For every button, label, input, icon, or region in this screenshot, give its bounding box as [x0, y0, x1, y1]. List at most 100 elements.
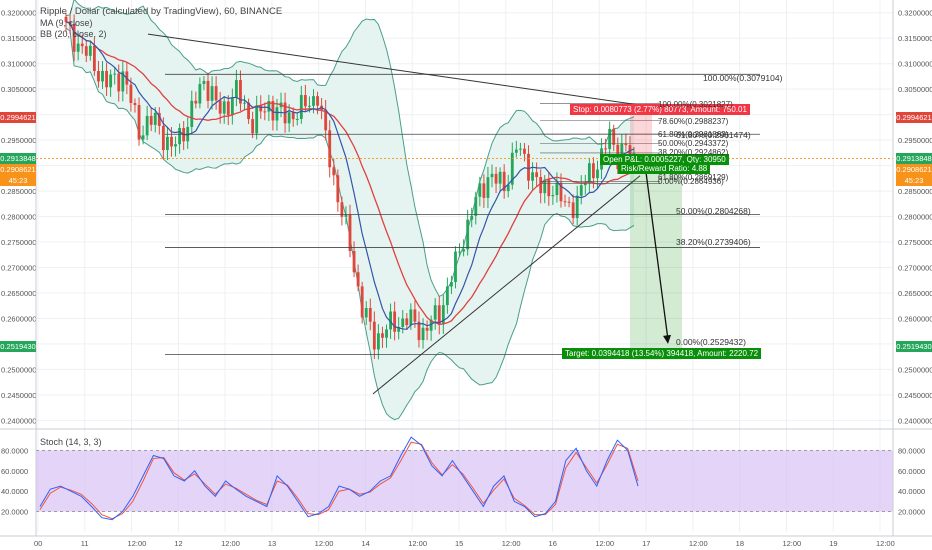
x-tick-label: 19	[829, 539, 837, 548]
candle-body	[437, 305, 441, 325]
candle-body	[348, 214, 352, 252]
candle-body	[145, 115, 149, 136]
candle-body	[583, 183, 587, 186]
candle-body	[190, 100, 194, 127]
candle-body	[295, 118, 299, 120]
candle-body	[368, 308, 372, 322]
x-tick-label: 12:00	[502, 539, 521, 548]
y-tick-label-right: 0.2700000	[898, 264, 932, 273]
stoch-k-line	[39, 436, 639, 521]
candle-body	[105, 70, 108, 88]
stoch-y-tick-right: 60.0000	[898, 467, 925, 476]
target-label[interactable]: Target: 0.0394418 (13.54%) 394418, Amoun…	[562, 348, 762, 359]
y-tick-label-right: 0.2400000	[898, 416, 932, 425]
fib-label-618: 61.80%(0.2961474)	[676, 130, 751, 140]
candle-body	[381, 333, 384, 338]
projection-arrow-head	[663, 334, 671, 344]
candle-body	[113, 73, 117, 75]
candle-body	[303, 95, 307, 107]
x-tick-label: 16	[549, 539, 557, 548]
price-tag-upper: 0.2994621	[896, 112, 932, 123]
bb-legend[interactable]: BB (20, close, 2)	[40, 29, 107, 39]
y-tick-label-left: 0.2950000	[1, 136, 36, 145]
fib-label-50: 50.00%(0.2804268)	[676, 206, 751, 216]
price-tag-lower: 0.2519430	[896, 341, 932, 352]
y-tick-label-right: 0.2450000	[898, 391, 932, 400]
open-pnl-label[interactable]: Open P&L: 0.0005227, Qty: 30950	[600, 154, 729, 165]
indicator-lines	[36, 21, 893, 330]
candle-body	[316, 96, 319, 106]
candle-body	[454, 251, 457, 283]
candle-body	[364, 308, 368, 318]
candle-body	[376, 333, 380, 350]
candle-body	[271, 101, 275, 121]
stoch-legend[interactable]: Stoch (14, 3, 3)	[40, 437, 102, 447]
candle-body	[88, 45, 92, 56]
candle-body	[393, 311, 397, 332]
candle-body	[101, 70, 104, 82]
x-tick-label: 12:00	[221, 539, 240, 548]
candle-body	[429, 319, 433, 331]
candle-body	[263, 111, 267, 113]
candle-body	[308, 105, 311, 107]
candle-body	[547, 179, 551, 197]
fib-label-382: 38.20%(0.2739406)	[676, 237, 751, 247]
candle-body	[275, 107, 279, 121]
candle-body	[222, 101, 226, 114]
candle-body	[174, 144, 177, 147]
candle-body	[401, 318, 405, 328]
candle-body	[506, 184, 510, 192]
fib-label-100: 100.00%(0.3079104)	[703, 73, 783, 83]
x-tick-label: 12:00	[876, 539, 895, 548]
y-tick-label-left: 0.2800000	[1, 213, 36, 222]
y-tick-label-right: 0.2800000	[898, 213, 932, 222]
candle-body	[490, 173, 494, 178]
candle-body	[121, 71, 125, 92]
candle-body	[527, 153, 530, 181]
candle-body	[445, 286, 449, 306]
stoch-y-tick-right: 20.0000	[898, 508, 925, 517]
bb-basis-line	[65, 21, 635, 326]
support-trendline	[372, 175, 641, 395]
left-price-tag-sub: 0.2908621	[0, 164, 36, 175]
y-tick-label-left: 0.3150000	[1, 34, 36, 43]
candle-body	[389, 311, 392, 330]
candle-body	[596, 169, 599, 179]
candle-body	[494, 173, 498, 184]
y-tick-label-left: 0.2400000	[1, 416, 36, 425]
candle-body	[417, 321, 421, 341]
candle-body	[592, 163, 595, 179]
candle-body	[559, 182, 563, 202]
candle-body	[72, 23, 76, 52]
left-price-tag-upper: 0.2994621	[0, 112, 36, 123]
y-tick-label-left: 0.3050000	[1, 85, 36, 94]
countdown-tag: 45:23	[896, 175, 932, 186]
candle-body	[462, 249, 466, 252]
y-tick-label-right: 0.2850000	[898, 187, 932, 196]
y-tick-label-left: 0.2500000	[1, 365, 36, 374]
fib2-label-786: 78.60%(0.2988237)	[658, 117, 729, 126]
candle-body	[531, 172, 534, 181]
candle-body	[206, 80, 210, 101]
candle-body	[226, 101, 230, 116]
candle-body	[133, 102, 137, 106]
candle-body	[149, 115, 153, 125]
bb-upper-line	[65, 0, 635, 298]
candle-body	[405, 318, 409, 326]
candle-body	[486, 177, 490, 198]
candle-body	[324, 109, 328, 131]
stop-label[interactable]: Stop: 0.0080773 (2.77%) 80773, Amount: 7…	[570, 104, 750, 115]
y-tick-label-left: 0.2850000	[1, 187, 36, 196]
price-tag-sub: 0.2908621	[896, 164, 932, 175]
target-zone	[630, 158, 682, 360]
candle-body	[567, 201, 571, 203]
candle-body	[170, 136, 173, 147]
candle-body	[198, 84, 202, 104]
y-tick-label-right: 0.3200000	[898, 9, 932, 18]
candle-body	[571, 202, 575, 219]
risk-reward-label[interactable]: Risk/Reward Ratio: 4.88	[618, 163, 711, 174]
candle-body	[502, 171, 506, 192]
ma-legend[interactable]: MA (9, close)	[40, 18, 93, 28]
candle-body	[608, 128, 612, 150]
